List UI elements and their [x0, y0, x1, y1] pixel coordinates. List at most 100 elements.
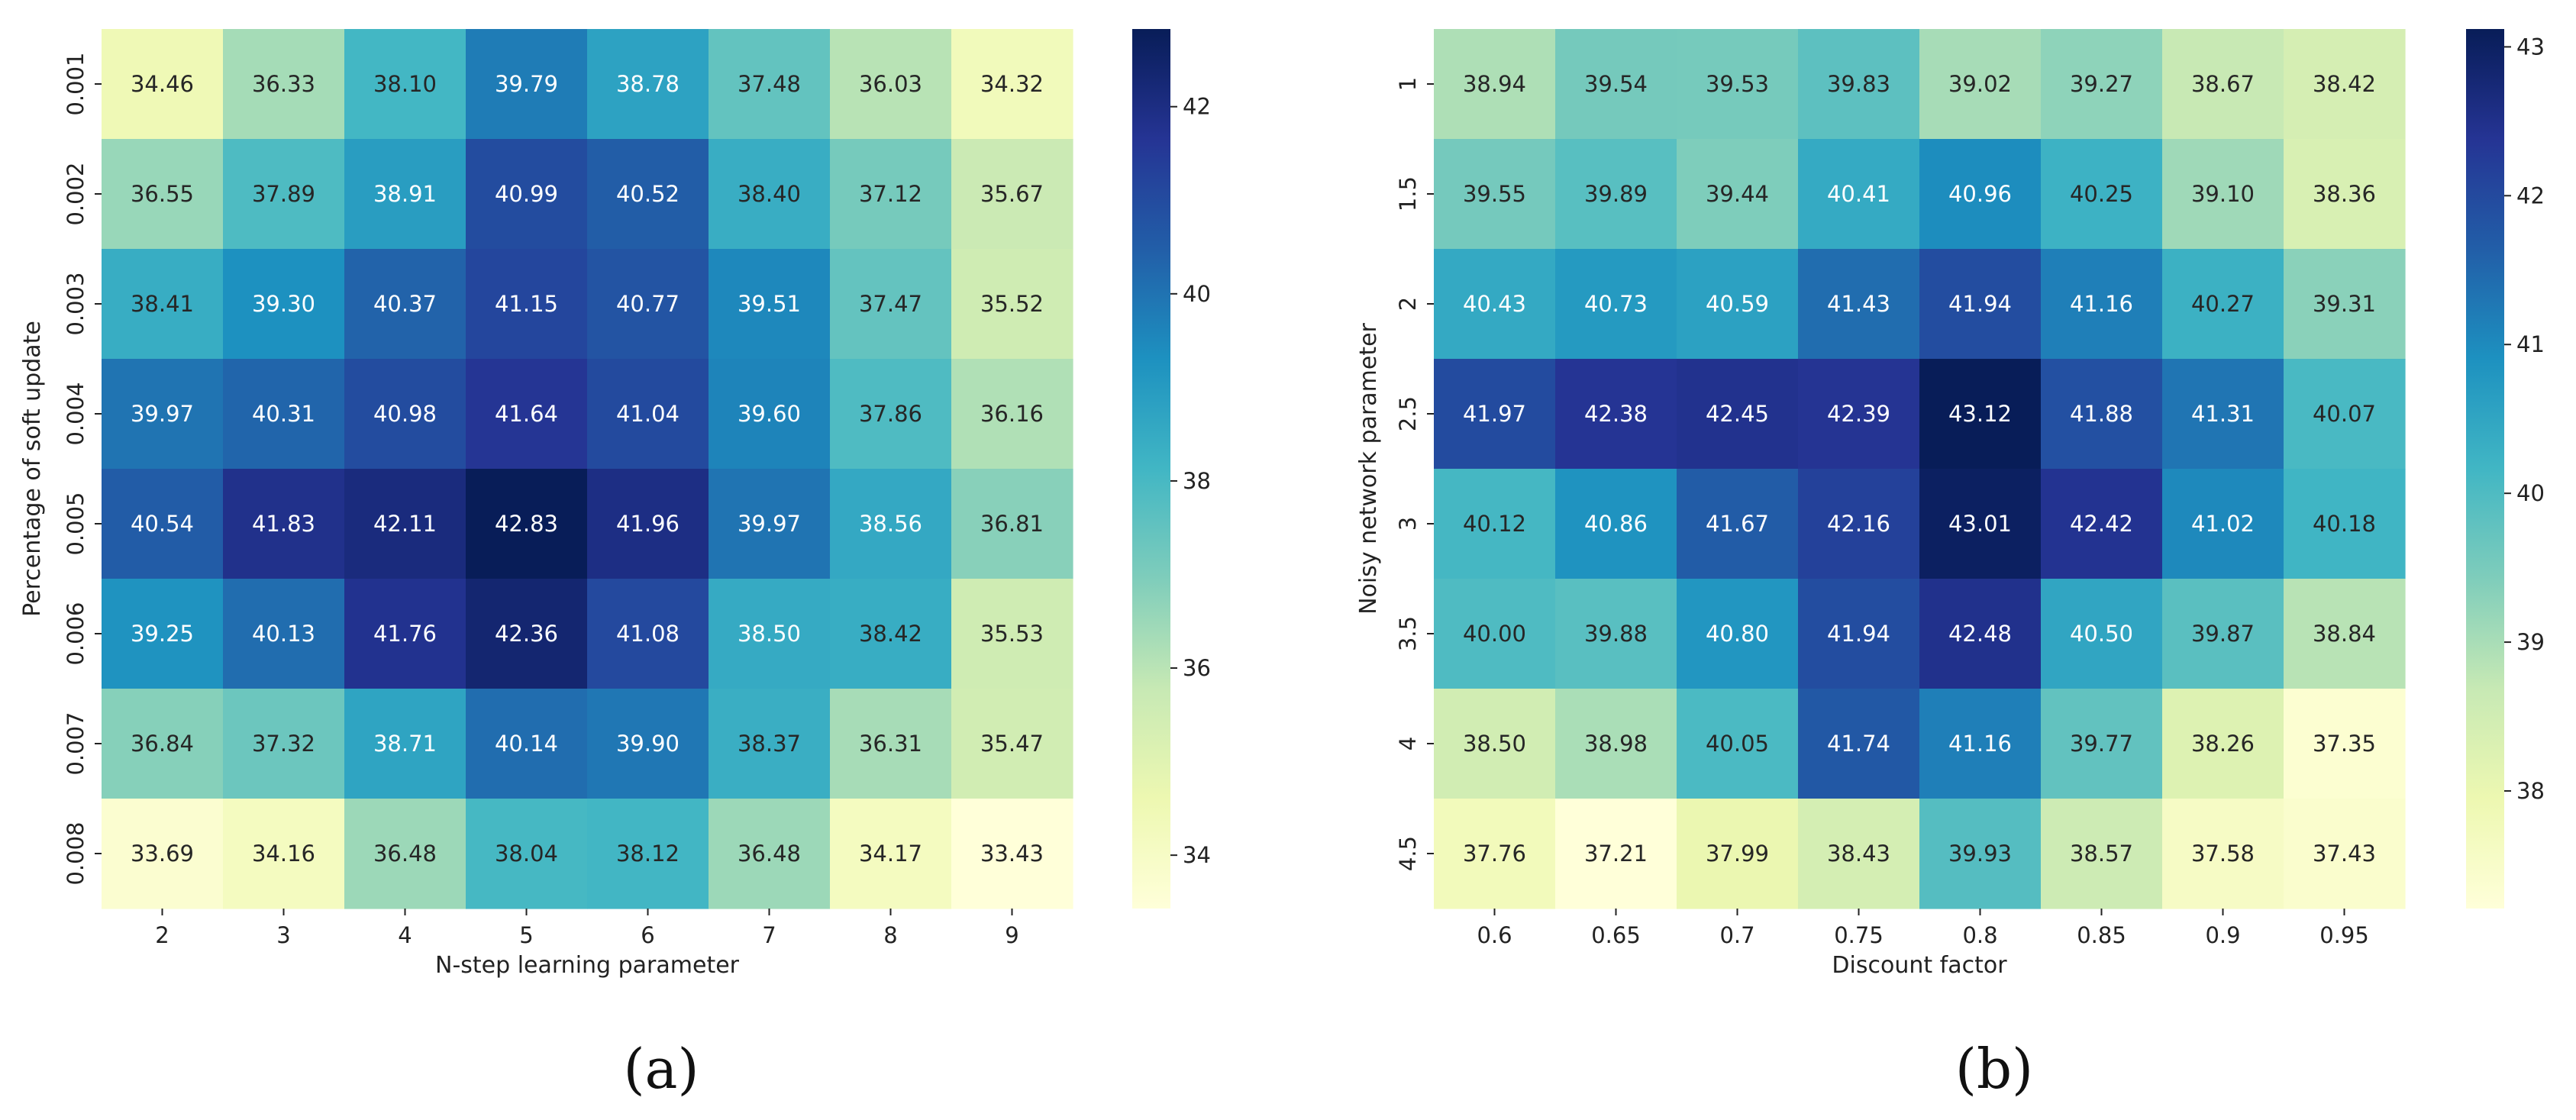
cell-value-label: 40.80	[1706, 621, 1769, 647]
heatmap-cell	[223, 579, 345, 689]
cell-value-label: 40.86	[1584, 511, 1648, 537]
heatmap-cell	[2284, 689, 2406, 799]
heatmap-cell	[1434, 359, 1556, 470]
heatmap-cell	[102, 29, 224, 140]
cell-value-label: 37.43	[2313, 841, 2376, 867]
cell-value-label: 39.60	[738, 401, 801, 427]
heatmap-cell	[951, 469, 1073, 579]
y-tick-label: 4.5	[1395, 836, 1421, 871]
heatmap-cell	[1555, 359, 1677, 470]
heatmap-cell	[2162, 29, 2284, 140]
heatmap-cell	[587, 249, 709, 360]
heatmap-cell	[1434, 799, 1556, 909]
heatmap-cell	[2162, 579, 2284, 689]
cell-value-label: 41.08	[616, 621, 680, 647]
cell-value-label: 36.03	[859, 71, 922, 97]
cell-value-label: 42.38	[1584, 401, 1648, 427]
heatmap-cell	[951, 799, 1073, 909]
cell-value-label: 39.54	[1584, 71, 1648, 97]
heatmap-cell	[830, 139, 952, 250]
cell-value-label: 39.30	[252, 291, 315, 317]
cell-value-label: 35.52	[980, 291, 1044, 317]
heatmap-cell	[344, 469, 466, 579]
cell-value-label: 40.52	[616, 181, 680, 207]
heatmap-panel-1: 34.46 36.33 38.10 39.79 38.78 37.48 36.03 34.32…	[19, 29, 1211, 1101]
heatmap-cell	[2162, 359, 2284, 470]
heatmap-cell	[1798, 139, 1920, 250]
heatmap-cell	[344, 799, 466, 909]
heatmap-cell	[1677, 359, 1799, 470]
heatmap-cell	[344, 689, 466, 799]
heatmap-cell	[1919, 799, 2042, 909]
heatmap-cell	[1798, 799, 1920, 909]
heatmap-cell	[951, 359, 1073, 470]
cell-value-label: 38.12	[616, 841, 680, 867]
cell-value-label: 37.32	[252, 731, 315, 757]
cell-value-label: 40.59	[1706, 291, 1769, 317]
x-tick-label: 0.75	[1834, 922, 1884, 948]
heatmap-cell	[709, 469, 831, 579]
cell-value-label: 38.40	[738, 181, 801, 207]
cell-value-label: 40.96	[1948, 181, 2012, 207]
cell-value-label: 38.56	[859, 511, 922, 537]
heatmap-cell	[1555, 249, 1677, 360]
heatmap-cell	[466, 579, 588, 689]
heatmap-cell	[466, 469, 588, 579]
heatmap-cell	[1434, 469, 1556, 579]
cell-value-label: 41.02	[2191, 511, 2255, 537]
heatmap-cell	[2284, 579, 2406, 689]
x-tick-label: 0.6	[1477, 922, 1512, 948]
heatmap-cell	[1798, 249, 1920, 360]
x-tick-label: 0.8	[1962, 922, 1997, 948]
cell-value-label: 39.88	[1584, 621, 1648, 647]
heatmap-cell	[2284, 139, 2406, 250]
cell-value-label: 38.42	[859, 621, 922, 647]
colorbar-tick-label: 38	[2516, 778, 2545, 804]
cell-value-label: 35.47	[980, 731, 1044, 757]
heatmap-cell	[587, 689, 709, 799]
heatmap-cell	[1555, 139, 1677, 250]
cell-value-label: 38.98	[1584, 731, 1648, 757]
cell-value-label: 37.21	[1584, 841, 1648, 867]
x-tick-label: 0.9	[2205, 922, 2240, 948]
cell-value-label: 36.48	[373, 841, 437, 867]
colorbar	[1132, 29, 1170, 909]
heatmap-cell	[1919, 689, 2042, 799]
heatmap-cell	[466, 249, 588, 360]
cell-value-label: 40.99	[495, 181, 558, 207]
heatmap-cell	[344, 139, 466, 250]
heatmap-cell	[2162, 249, 2284, 360]
cell-value-label: 39.55	[1463, 181, 1526, 207]
heatmap-cell	[1434, 579, 1556, 689]
heatmap-cell	[1798, 579, 1920, 689]
heatmap-cell	[102, 689, 224, 799]
heatmap-cell	[1434, 29, 1556, 140]
heatmap-cell	[587, 359, 709, 470]
heatmap-cell	[466, 359, 588, 470]
heatmap-cell	[223, 139, 345, 250]
heatmap-cell	[1555, 799, 1677, 909]
heatmap-cell	[102, 799, 224, 909]
cell-value-label: 38.43	[1827, 841, 1890, 867]
cell-value-label: 42.42	[2070, 511, 2133, 537]
cell-value-label: 42.11	[373, 511, 437, 537]
heatmap-cell	[1677, 689, 1799, 799]
cell-value-label: 41.04	[616, 401, 680, 427]
cell-value-label: 38.84	[2313, 621, 2376, 647]
colorbar-tick-label: 39	[2516, 629, 2545, 655]
colorbar-tick-label: 36	[1183, 655, 1211, 681]
heatmap-cell	[2284, 359, 2406, 470]
heatmap-cell	[709, 689, 831, 799]
cell-value-label: 36.55	[131, 181, 194, 207]
heatmap-cell	[1677, 799, 1799, 909]
x-axis-label: Discount factor	[1832, 952, 2007, 979]
cell-value-label: 37.35	[2313, 731, 2376, 757]
cell-value-label: 41.94	[1827, 621, 1890, 647]
cell-value-label: 33.69	[131, 841, 194, 867]
x-axis-label: N-step learning parameter	[435, 952, 740, 979]
cell-value-label: 35.67	[980, 181, 1044, 207]
heatmap-cell	[2041, 249, 2163, 360]
heatmap-cell	[1677, 579, 1799, 689]
cell-value-label: 41.94	[1948, 291, 2012, 317]
